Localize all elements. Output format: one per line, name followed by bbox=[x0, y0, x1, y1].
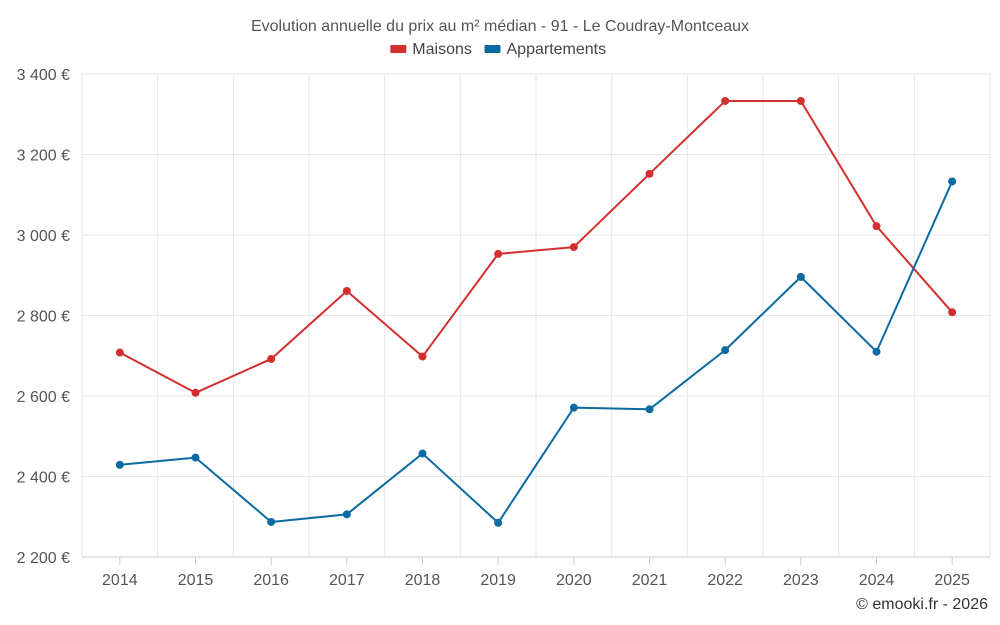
data-point-maisons[interactable] bbox=[948, 308, 957, 317]
data-point-appartements[interactable] bbox=[948, 177, 957, 186]
data-point-maisons[interactable] bbox=[796, 96, 805, 105]
data-point-maisons[interactable] bbox=[721, 96, 730, 105]
data-point-maisons[interactable] bbox=[645, 169, 654, 178]
x-tick-label: 2019 bbox=[480, 572, 516, 589]
x-tick-label: 2024 bbox=[859, 572, 895, 589]
series-appartements bbox=[115, 177, 957, 527]
data-point-appartements[interactable] bbox=[342, 510, 351, 519]
data-point-maisons[interactable] bbox=[494, 249, 503, 258]
data-point-appartements[interactable] bbox=[267, 517, 276, 526]
y-tick-label: 3 000 € bbox=[17, 228, 70, 245]
data-point-appartements[interactable] bbox=[494, 518, 503, 527]
x-tick-label: 2022 bbox=[707, 572, 743, 589]
y-tick-label: 2 800 € bbox=[17, 309, 70, 326]
legend-swatch bbox=[484, 45, 501, 53]
x-tick-label: 2015 bbox=[178, 572, 214, 589]
data-point-maisons[interactable] bbox=[115, 348, 124, 357]
x-tick-label: 2021 bbox=[632, 572, 668, 589]
y-tick-label: 3 400 € bbox=[17, 67, 70, 84]
credit-text: © emooki.fr - 2026 bbox=[856, 596, 988, 613]
x-tick-label: 2023 bbox=[783, 572, 819, 589]
x-tick-label: 2020 bbox=[556, 572, 592, 589]
series-group bbox=[115, 96, 957, 527]
series-maisons bbox=[115, 96, 957, 397]
data-point-appartements[interactable] bbox=[872, 347, 881, 356]
data-point-maisons[interactable] bbox=[872, 222, 881, 231]
chart-title: Evolution annuelle du prix au m² médian … bbox=[251, 18, 749, 35]
legend-swatch bbox=[390, 45, 407, 53]
grid bbox=[81, 73, 991, 557]
data-point-maisons[interactable] bbox=[342, 286, 351, 295]
data-point-maisons[interactable] bbox=[191, 388, 200, 397]
data-point-appartements[interactable] bbox=[191, 453, 200, 462]
legend-label: Maisons bbox=[412, 41, 472, 58]
data-point-appartements[interactable] bbox=[721, 346, 730, 355]
data-point-maisons[interactable] bbox=[418, 352, 427, 361]
x-tick-label: 2018 bbox=[405, 572, 441, 589]
series-line-maisons bbox=[119, 99, 953, 394]
data-point-appartements[interactable] bbox=[645, 405, 654, 414]
x-tick-label: 2014 bbox=[102, 572, 138, 589]
data-point-maisons[interactable] bbox=[267, 354, 276, 363]
data-point-appartements[interactable] bbox=[569, 403, 578, 412]
y-tick-label: 2 400 € bbox=[17, 470, 70, 487]
legend: Maisons Appartements bbox=[390, 41, 606, 58]
series-line-appartements bbox=[119, 181, 954, 524]
x-tick-label: 2025 bbox=[934, 572, 970, 589]
x-tick-label: 2017 bbox=[329, 572, 365, 589]
x-tick-label: 2016 bbox=[253, 572, 289, 589]
legend-item-maisons[interactable]: Maisons bbox=[390, 41, 472, 58]
data-point-maisons[interactable] bbox=[569, 243, 578, 252]
y-tick-label: 2 600 € bbox=[17, 389, 70, 406]
y-tick-label: 3 200 € bbox=[17, 148, 70, 165]
legend-label: Appartements bbox=[507, 41, 607, 58]
data-point-appartements[interactable] bbox=[418, 449, 427, 458]
data-point-appartements[interactable] bbox=[115, 460, 124, 469]
x-axis: 2014 2015 2016 2017 2018 2019 2020 2021 2022 2023… bbox=[82, 556, 990, 589]
y-axis: 2 200 € 2 400 € 2 600 € 2 800 € 3 000 € 3 200… bbox=[17, 67, 70, 567]
legend-item-appartements[interactable]: Appartements bbox=[484, 41, 607, 58]
data-point-appartements[interactable] bbox=[796, 272, 805, 281]
y-tick-label: 2 200 € bbox=[17, 550, 70, 567]
